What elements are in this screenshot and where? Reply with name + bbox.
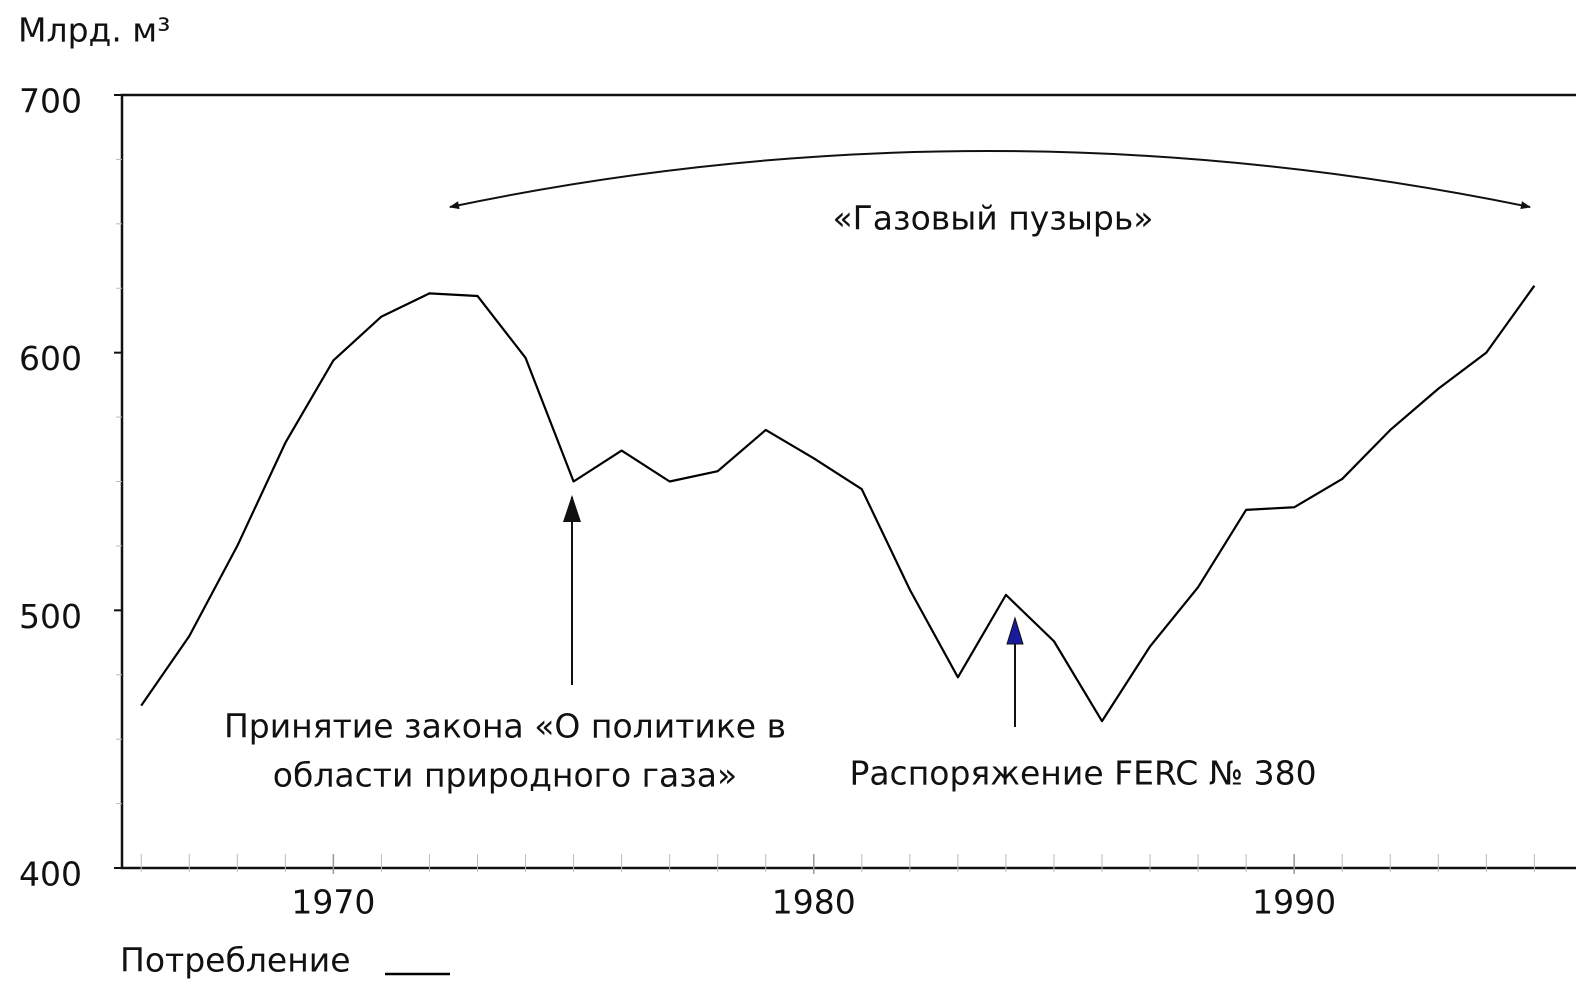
- annotation: Распоряжение FERC № 380: [849, 754, 1316, 793]
- y-tick-label: 700: [19, 82, 82, 121]
- x-tick-label: 1990: [1252, 883, 1336, 922]
- arrow-head: [563, 495, 581, 522]
- arrow-head: [1006, 616, 1024, 645]
- annotation: Принятие закона «О политике в: [224, 707, 786, 746]
- y-tick-label: 400: [19, 855, 82, 894]
- y-tick-label: 600: [19, 339, 82, 378]
- annotation: «Газовый пузырь»: [832, 199, 1153, 238]
- y-tick-label: 500: [19, 597, 82, 636]
- legend-label: Потребление: [120, 941, 351, 980]
- x-tick-label: 1970: [291, 883, 375, 922]
- bubble-arrow: [449, 150, 1531, 210]
- annotation: области природного газа»: [273, 756, 737, 795]
- x-tick-label: 1980: [772, 883, 856, 922]
- y-axis-label: Млрд. м³: [18, 11, 170, 50]
- data-line: [140, 285, 1536, 723]
